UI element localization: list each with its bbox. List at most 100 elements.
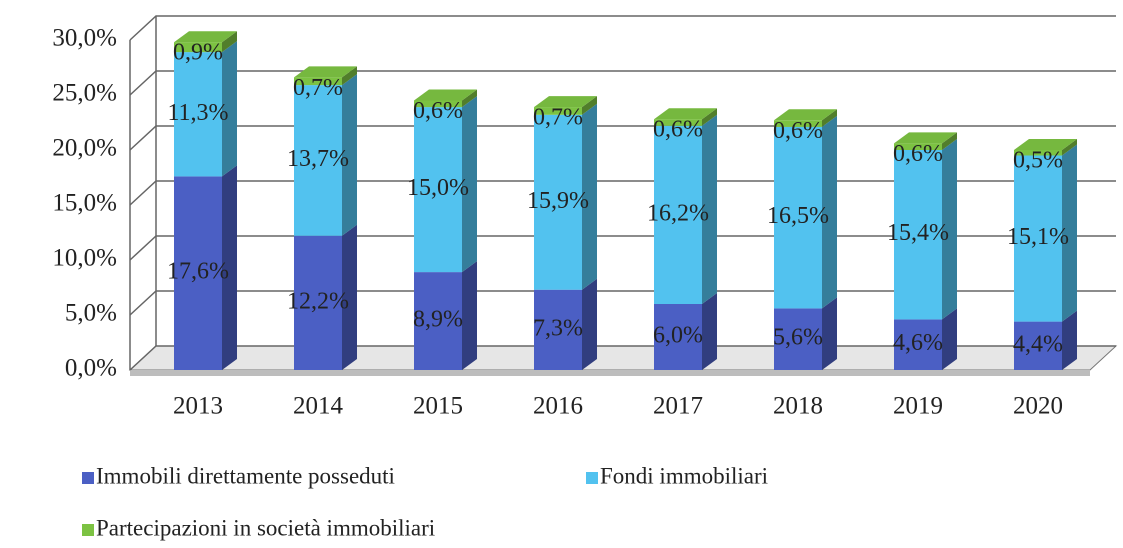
bar-top (774, 109, 837, 121)
bar-side (222, 31, 237, 53)
legend-label: Immobili direttamente posseduti (96, 463, 395, 488)
bar-segment (654, 119, 702, 126)
bar-top (1014, 139, 1077, 150)
bar-segment (294, 235, 342, 370)
bar-segment (1014, 321, 1062, 370)
value-label: 11,3% (167, 100, 228, 126)
bar-side (582, 96, 597, 115)
bar-side (342, 224, 357, 370)
bar-segment (894, 150, 942, 320)
bar-segment (294, 85, 342, 236)
x-tick-label: 2016 (533, 393, 583, 420)
bar-segment (894, 143, 942, 150)
x-tick-label: 2020 (1013, 393, 1063, 420)
value-label: 0,6% (773, 118, 823, 144)
y-tick-label: 30,0% (52, 25, 117, 52)
bar-segment (774, 120, 822, 127)
bar-segment (534, 289, 582, 370)
y-tick-label: 20,0% (52, 135, 117, 162)
bar-segment (774, 126, 822, 309)
bar-segment (534, 114, 582, 290)
bar-segment (414, 107, 462, 273)
bar-segment (414, 100, 462, 108)
value-label: 0,7% (293, 75, 343, 101)
bar-segment (414, 272, 462, 370)
value-label: 12,2% (287, 288, 349, 314)
bar-side (1062, 144, 1077, 322)
x-tick-label: 2014 (293, 393, 344, 420)
bar-side (1062, 139, 1077, 156)
bar-segment (174, 52, 222, 177)
value-label: 5,6% (773, 325, 823, 351)
x-tick-label: 2019 (893, 393, 943, 420)
bar-side (942, 308, 957, 370)
value-label: 15,1% (1007, 224, 1069, 250)
y-tick-label: 0,0% (65, 355, 117, 382)
value-label: 13,7% (287, 146, 349, 172)
bar-top (174, 31, 237, 43)
bar-segment (774, 308, 822, 370)
bar-segment (654, 304, 702, 370)
y-tick-label: 10,0% (52, 245, 117, 272)
value-label: 0,6% (653, 117, 703, 143)
y-tick-label: 25,0% (52, 80, 117, 107)
bar-side (702, 108, 717, 126)
value-label: 7,3% (533, 315, 583, 341)
legend-marker (82, 472, 94, 484)
grid-line (129, 15, 1116, 41)
legend-marker (82, 524, 94, 536)
x-tick-label: 2018 (773, 393, 823, 420)
value-label: 0,5% (1013, 148, 1063, 174)
bar-segment (1014, 150, 1062, 156)
bar-top (894, 132, 957, 144)
bar-side (702, 293, 717, 370)
bar-side (942, 132, 957, 150)
value-label: 0,9% (173, 40, 223, 66)
grid-line (129, 125, 1116, 151)
value-label: 16,5% (767, 203, 829, 229)
bar-side (822, 109, 837, 127)
x-tick-label: 2015 (413, 393, 463, 420)
grid-line (129, 290, 1116, 316)
value-label: 15,0% (407, 175, 469, 201)
legend-marker (586, 472, 598, 484)
value-label: 0,7% (533, 105, 583, 131)
value-label: 0,6% (413, 98, 463, 124)
value-label: 16,2% (647, 200, 709, 226)
grid-line (129, 180, 1116, 206)
y-tick-label: 15,0% (52, 190, 117, 217)
bar-top (294, 66, 357, 78)
x-tick-label: 2017 (653, 393, 703, 420)
value-label: 8,9% (413, 307, 463, 333)
grid-line (129, 235, 1116, 261)
x-tick-label: 2013 (173, 393, 223, 420)
floor-edge (130, 370, 1090, 376)
bar-side (582, 278, 597, 370)
bar-side (222, 41, 237, 177)
bar-side (462, 89, 477, 108)
bar-top (534, 96, 597, 108)
bar-segment (174, 42, 222, 53)
bar-segment (654, 125, 702, 304)
bar-top (654, 108, 717, 120)
bar-side (342, 74, 357, 236)
bar-side (822, 115, 837, 309)
grid-line (129, 70, 1116, 96)
bar-side (942, 139, 957, 320)
value-label: 4,6% (893, 330, 943, 356)
value-label: 6,0% (653, 323, 703, 349)
y-tick-label: 5,0% (65, 300, 117, 327)
bar-side (222, 165, 237, 370)
bar-side (462, 96, 477, 273)
bar-side (702, 114, 717, 304)
bar-segment (1014, 155, 1062, 322)
legend-label: Partecipazioni in società immobiliari (96, 515, 435, 540)
value-label: 0,6% (893, 141, 943, 167)
bar-segment (294, 77, 342, 86)
bar-segment (174, 176, 222, 370)
bar-side (462, 261, 477, 370)
bar-side (1062, 310, 1077, 370)
floor (128, 345, 1118, 371)
bar-top (414, 89, 477, 101)
